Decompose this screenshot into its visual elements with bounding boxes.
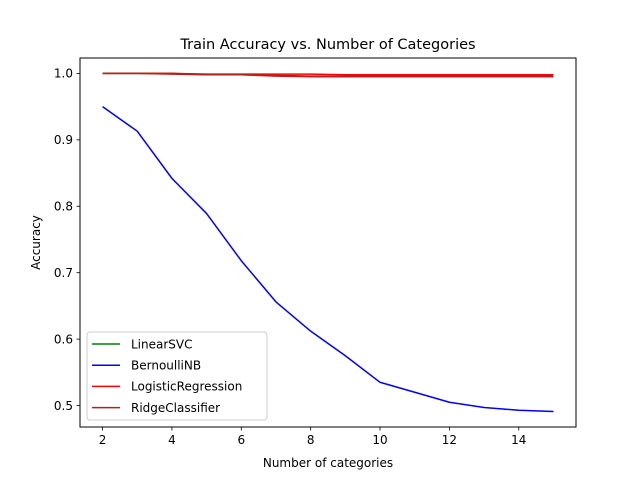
series-layer [102,72,554,413]
y-axis-label: Accuracy [29,215,43,270]
x-tick-label: 8 [307,433,315,447]
y-tick-label: 1.0 [54,67,73,81]
x-axis-label: Number of categories [263,456,393,470]
x-tick-label: 2 [99,433,107,447]
legend: LinearSVC BernoulliNB LogisticRegression Ri… [86,331,268,421]
x-tick-label: 4 [168,433,176,447]
x-tick-label: 10 [372,433,387,447]
series-line-1 [102,106,554,413]
y-tick-label: 0.9 [54,133,73,147]
y-tick-label: 0.5 [54,399,73,413]
y-tick-label: 0.6 [54,332,73,346]
series-line-3 [102,72,554,78]
legend-label: LogisticRegression [131,380,242,394]
x-tick-label: 12 [442,433,457,447]
y-axis: 0.5 0.6 0.7 0.8 0.9 1.0 [54,67,80,413]
plot-frame [79,57,577,428]
x-tick-label: 14 [511,433,526,447]
legend-label: LinearSVC [131,337,193,351]
chart-title: Train Accuracy vs. Number of Categories [179,37,475,53]
x-axis: 2 4 6 8 10 12 14 [99,427,526,447]
legend-label: BernoulliNB [131,359,201,373]
y-tick-label: 0.7 [54,266,73,280]
legend-box [86,331,268,421]
y-tick-label: 0.8 [54,200,73,214]
legend-label: RidgeClassifier [131,401,220,415]
x-tick-label: 6 [237,433,245,447]
